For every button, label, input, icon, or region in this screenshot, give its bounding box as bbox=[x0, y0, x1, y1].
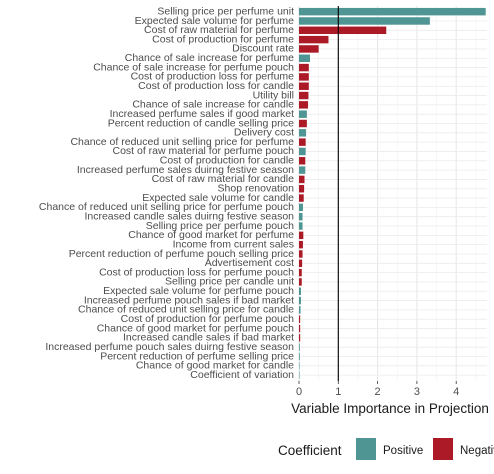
bar-positive bbox=[299, 362, 300, 370]
bar-negative bbox=[299, 175, 305, 184]
category-label: Utility bill bbox=[253, 89, 294, 101]
bar-positive bbox=[299, 147, 306, 156]
plot-panel bbox=[298, 6, 487, 381]
category-label: Increased perfume sales duirng festive s… bbox=[77, 164, 294, 176]
legend-key-positive bbox=[356, 438, 376, 460]
category-label: Increased perfume pouch sales duirng fes… bbox=[45, 341, 294, 353]
bar-positive bbox=[299, 203, 303, 212]
bar-negative bbox=[299, 315, 301, 323]
legend: Coefficient Positive Negative bbox=[278, 438, 494, 460]
x-axis-ticks: 0 1 2 3 4 bbox=[296, 381, 459, 398]
bar-negative bbox=[299, 185, 305, 193]
category-label: Selling price per candle unit bbox=[165, 276, 294, 288]
bar-positive bbox=[299, 371, 300, 379]
category-label: Cost of production for perfume bbox=[152, 33, 294, 45]
category-label: Increased candle sales duirng festive se… bbox=[84, 210, 294, 222]
category-label: Cost of raw material for perfume pouch bbox=[113, 145, 295, 157]
category-label: Cost of production for candle bbox=[160, 155, 294, 167]
category-label: Cost of raw material for perfume bbox=[144, 24, 294, 36]
category-label: Chance of reduced unit selling price for… bbox=[39, 201, 294, 213]
legend-key-negative bbox=[433, 438, 453, 460]
bar-negative bbox=[299, 278, 302, 286]
bar-negative bbox=[299, 259, 303, 268]
category-label: Expected sale volume for perfume bbox=[135, 15, 294, 27]
bar-negative bbox=[299, 91, 309, 100]
category-label: Increased perfume sales if good market bbox=[110, 108, 295, 120]
category-label: Discount rate bbox=[232, 43, 294, 55]
bar-negative bbox=[299, 35, 329, 44]
category-label: Cost of raw material for candle bbox=[152, 173, 295, 185]
bar-positive bbox=[299, 17, 430, 25]
category-label: Shop renovation bbox=[218, 183, 295, 195]
category-label: Delivery cost bbox=[234, 127, 294, 139]
bar-negative bbox=[299, 250, 303, 258]
bar-positive bbox=[299, 343, 300, 351]
x-tick-label: 4 bbox=[453, 386, 459, 398]
category-label: Percent reduction of perfume selling pri… bbox=[100, 350, 294, 362]
bar-positive bbox=[299, 166, 306, 174]
legend-title: Coefficient bbox=[278, 443, 342, 458]
bar-negative bbox=[299, 240, 303, 249]
x-tick-label: 3 bbox=[414, 386, 420, 398]
bar-positive bbox=[299, 287, 301, 295]
category-label: Chance of reduced unit selling price for… bbox=[70, 136, 294, 148]
category-label: Chance of good market for perfume pouch bbox=[97, 322, 294, 334]
legend-label-negative: Negative bbox=[460, 445, 494, 457]
category-label: Advertisement cost bbox=[205, 257, 294, 269]
category-label: Chance of sale increase for candle bbox=[132, 99, 294, 111]
bar-negative bbox=[299, 101, 309, 109]
x-axis-title: Variable Importance in Projection bbox=[291, 401, 489, 416]
category-label: Chance of sale increase for perfume pouc… bbox=[93, 61, 294, 73]
category-label: Cost of production loss for perfume bbox=[131, 71, 295, 83]
category-label: Coefficient of variation bbox=[190, 369, 294, 381]
category-label: Cost of production for perfume pouch bbox=[121, 313, 295, 325]
category-label: Selling price per perfume pouch bbox=[146, 220, 294, 232]
bar-negative bbox=[299, 138, 306, 146]
bar-positive bbox=[299, 306, 301, 314]
bar-positive bbox=[299, 7, 486, 16]
x-tick-label: 1 bbox=[335, 386, 341, 398]
category-label: Selling price per perfume unit bbox=[157, 5, 294, 17]
bar-negative bbox=[299, 194, 304, 202]
grid bbox=[298, 6, 487, 381]
category-label: Expected sale volume for candle bbox=[142, 192, 294, 204]
bar-negative bbox=[299, 231, 304, 240]
bar-negative bbox=[299, 157, 306, 165]
x-tick-label: 2 bbox=[375, 386, 381, 398]
bar-positive bbox=[299, 110, 307, 118]
bar-negative bbox=[299, 63, 309, 72]
bar-positive bbox=[299, 212, 303, 221]
category-label: Expected sale volume for perfume pouch bbox=[103, 285, 294, 297]
bar-positive bbox=[299, 129, 307, 137]
bar-positive bbox=[299, 296, 301, 305]
bar-negative bbox=[299, 26, 387, 35]
bar-positive bbox=[299, 54, 311, 62]
category-label: Cost of production loss for candle bbox=[138, 80, 294, 92]
category-label: Cost of production loss for perfume pouc… bbox=[99, 266, 294, 278]
bar-negative bbox=[299, 45, 319, 53]
bar-positive bbox=[299, 222, 303, 230]
category-label: Chance of good market for candle bbox=[136, 360, 294, 372]
bar-negative bbox=[299, 324, 301, 333]
bars bbox=[299, 7, 486, 379]
x-tick-label: 0 bbox=[296, 386, 302, 398]
legend-label-positive: Positive bbox=[383, 445, 423, 457]
category-label: Income from current sales bbox=[173, 238, 294, 250]
bar-negative bbox=[299, 334, 301, 342]
bar-negative bbox=[299, 119, 307, 128]
category-label: Percent reduction of candle selling pric… bbox=[108, 117, 294, 129]
category-label: Percent reduction of perfume pouch selli… bbox=[69, 248, 294, 260]
category-label: Increased candle sales if bad market bbox=[123, 332, 294, 344]
category-label: Chance of reduced unit selling price for… bbox=[78, 304, 294, 316]
bar-negative bbox=[299, 73, 309, 81]
bar-negative bbox=[299, 82, 309, 90]
category-label: Chance of sale increase for perfume bbox=[125, 52, 294, 64]
bar-positive bbox=[299, 352, 300, 361]
category-label: Chance of good market for perfume bbox=[128, 229, 294, 241]
category-label: Increased perfume pouch sales if bad mar… bbox=[84, 294, 294, 306]
bar-negative bbox=[299, 268, 302, 277]
